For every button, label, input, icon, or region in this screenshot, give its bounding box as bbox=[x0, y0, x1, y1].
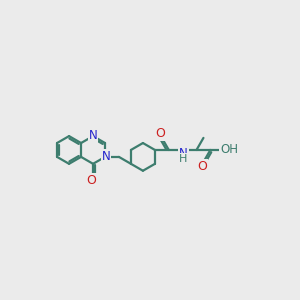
Text: N: N bbox=[89, 129, 98, 142]
Text: N: N bbox=[179, 147, 188, 160]
Text: N: N bbox=[101, 150, 110, 164]
Text: H: H bbox=[179, 154, 188, 164]
Text: OH: OH bbox=[220, 143, 238, 157]
Text: O: O bbox=[87, 174, 97, 187]
Text: O: O bbox=[155, 127, 165, 140]
Text: O: O bbox=[197, 160, 207, 173]
